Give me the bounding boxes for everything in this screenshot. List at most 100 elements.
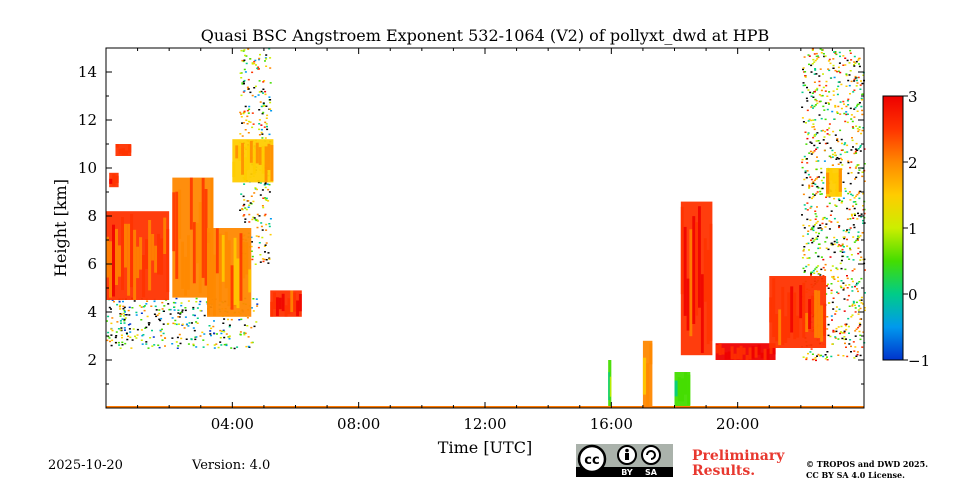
noise-speckle	[268, 191, 271, 193]
noise-speckle	[158, 318, 161, 321]
noise-speckle	[847, 192, 850, 195]
noise-speckle	[862, 74, 865, 76]
noise-speckle	[184, 316, 187, 318]
data-region-streak	[695, 222, 699, 316]
noise-speckle	[822, 53, 825, 55]
noise-speckle	[846, 245, 849, 247]
noise-speckle	[813, 53, 816, 55]
noise-speckle	[242, 112, 245, 115]
noise-speckle	[828, 123, 831, 125]
noise-speckle	[811, 126, 814, 128]
data-region-streak	[160, 238, 164, 275]
data-region-streak	[276, 297, 279, 317]
noise-speckle	[843, 310, 846, 312]
noise-speckle	[162, 323, 165, 325]
noise-speckle	[828, 228, 831, 230]
noise-speckle	[245, 62, 248, 65]
noise-speckle	[240, 318, 243, 321]
noise-speckle	[245, 345, 248, 348]
noise-speckle	[811, 271, 814, 273]
noise-speckle	[263, 214, 266, 217]
noise-speckle	[820, 229, 823, 232]
noise-speckle	[863, 180, 866, 182]
noise-speckle	[804, 131, 807, 133]
noise-speckle	[811, 227, 814, 229]
noise-speckle	[802, 267, 805, 270]
noise-speckle	[203, 333, 206, 335]
data-region-streak	[642, 357, 647, 395]
noise-speckle	[247, 336, 250, 338]
noise-speckle	[158, 312, 161, 315]
noise-speckle	[814, 218, 817, 220]
noise-speckle	[136, 328, 139, 331]
noise-speckle	[253, 217, 256, 219]
noise-speckle	[856, 127, 859, 130]
noise-speckle	[256, 188, 258, 191]
noise-speckle	[841, 158, 843, 161]
data-region-streak	[829, 168, 833, 181]
noise-speckle	[109, 340, 111, 343]
noise-speckle	[817, 176, 820, 178]
noise-speckle	[246, 86, 249, 89]
noise-speckle	[817, 353, 820, 356]
data-region-streak	[680, 206, 684, 295]
noise-speckle	[199, 309, 202, 312]
noise-speckle	[860, 299, 863, 301]
noise-speckle	[863, 222, 866, 224]
noise-speckle	[858, 129, 861, 131]
noise-speckle	[863, 212, 866, 215]
noise-speckle	[861, 232, 864, 234]
noise-speckle	[119, 315, 122, 317]
noise-speckle	[841, 251, 844, 253]
data-region-streak	[763, 348, 767, 360]
noise-speckle	[241, 83, 244, 85]
data-region-streak	[787, 292, 791, 338]
noise-speckle	[243, 333, 246, 336]
noise-speckle	[846, 121, 849, 124]
data-region-streak	[109, 241, 112, 298]
noise-speckle	[230, 347, 233, 349]
noise-speckle	[832, 58, 835, 60]
noise-speckle	[242, 111, 245, 114]
noise-speckle	[227, 318, 229, 321]
noise-speckle	[832, 308, 835, 310]
noise-speckle	[821, 222, 824, 225]
data-region-streak	[245, 242, 249, 275]
noise-speckle	[260, 105, 263, 108]
noise-speckle	[262, 102, 265, 104]
noise-speckle	[257, 66, 260, 68]
data-region-streak	[232, 161, 236, 178]
noise-speckle	[127, 324, 130, 326]
noise-speckle	[810, 273, 813, 275]
noise-speckle	[153, 300, 156, 303]
noise-speckle	[811, 237, 814, 240]
noise-speckle	[836, 268, 839, 271]
noise-speckle	[180, 304, 183, 307]
noise-speckle	[258, 109, 261, 111]
noise-speckle	[861, 99, 863, 101]
noise-speckle	[129, 336, 132, 339]
noise-speckle	[861, 171, 864, 173]
noise-speckle	[241, 59, 244, 62]
noise-speckle	[805, 177, 808, 179]
noise-speckle	[196, 317, 199, 319]
noise-speckle	[223, 343, 226, 346]
badge-by-text: BY	[621, 468, 633, 477]
noise-speckle	[262, 81, 265, 83]
noise-speckle	[818, 142, 821, 144]
noise-speckle	[171, 343, 174, 345]
noise-speckle	[810, 106, 813, 108]
noise-speckle	[246, 325, 249, 327]
copyright-line-1: © TROPOS and DWD 2025.	[806, 459, 928, 469]
noise-speckle	[858, 325, 861, 327]
data-region-streak	[175, 191, 179, 279]
noise-speckle	[243, 90, 246, 92]
data-region-streak	[772, 345, 776, 355]
noise-speckle	[269, 108, 272, 110]
noise-speckle	[836, 111, 839, 113]
noise-speckle	[836, 157, 839, 159]
noise-speckle	[811, 228, 814, 230]
noise-speckle	[157, 344, 160, 346]
data-region-streak	[213, 254, 216, 316]
noise-speckle	[809, 141, 812, 143]
